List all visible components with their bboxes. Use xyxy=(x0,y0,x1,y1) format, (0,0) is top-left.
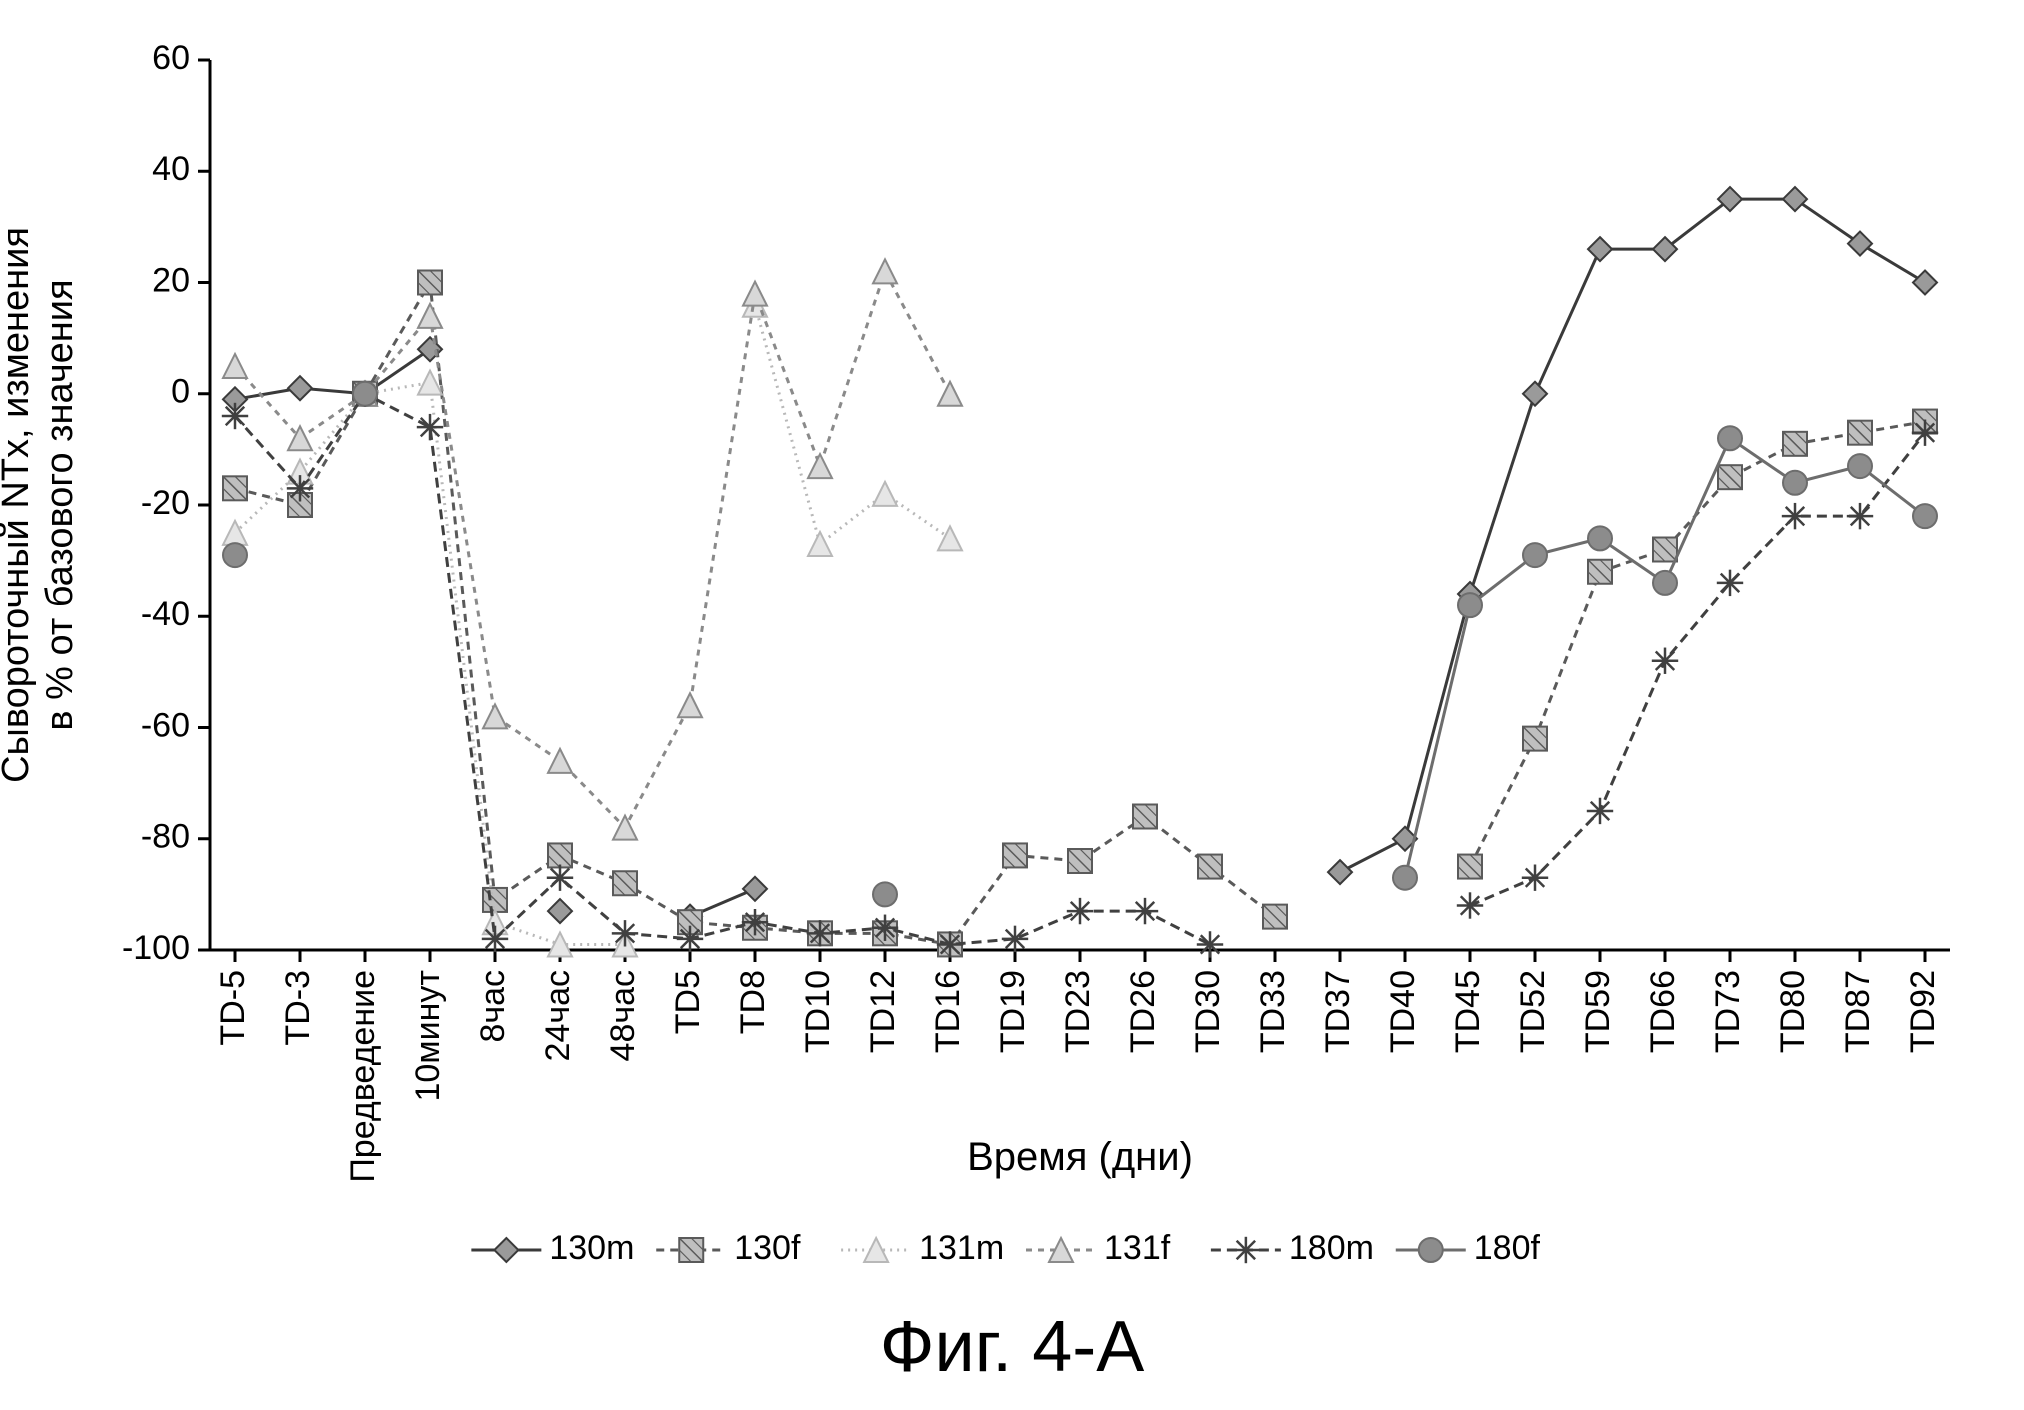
svg-text:TD92: TD92 xyxy=(1904,970,1942,1053)
svg-text:180m: 180m xyxy=(1289,1229,1374,1267)
svg-text:40: 40 xyxy=(152,150,190,188)
svg-text:TD8: TD8 xyxy=(734,970,772,1034)
svg-text:180f: 180f xyxy=(1474,1229,1541,1267)
ntx-line-chart: -100 -80 -60 -40 -20 0 20 40 60 Сывороточный NTx,… xyxy=(0,0,2024,1410)
svg-text:131f: 131f xyxy=(1104,1229,1171,1267)
svg-text:TD12: TD12 xyxy=(864,970,902,1053)
svg-text:TD59: TD59 xyxy=(1579,970,1617,1053)
svg-text:TD52: TD52 xyxy=(1514,970,1552,1053)
svg-text:130m: 130m xyxy=(549,1229,634,1267)
svg-text:TD-3: TD-3 xyxy=(279,970,317,1046)
svg-text:0: 0 xyxy=(171,373,190,411)
svg-text:TD30: TD30 xyxy=(1189,970,1227,1053)
svg-text:-80: -80 xyxy=(141,818,190,856)
svg-text:Сывороточный NTx, изменения: Сывороточный NTx, изменения xyxy=(0,227,37,783)
figure-caption: Фиг. 4-A xyxy=(0,1306,2024,1388)
svg-text:TD26: TD26 xyxy=(1124,970,1162,1053)
svg-text:TD19: TD19 xyxy=(994,970,1032,1053)
svg-text:10минут: 10минут xyxy=(409,970,447,1102)
svg-text:TD66: TD66 xyxy=(1644,970,1682,1053)
svg-text:TD40: TD40 xyxy=(1384,970,1422,1053)
svg-text:60: 60 xyxy=(152,39,190,77)
svg-text:TD33: TD33 xyxy=(1254,970,1292,1053)
svg-text:TD5: TD5 xyxy=(669,970,707,1034)
svg-text:20: 20 xyxy=(152,261,190,299)
svg-text:8час: 8час xyxy=(474,970,512,1043)
svg-text:в % от базового значения: в % от базового значения xyxy=(39,279,81,730)
svg-text:Время (дни): Время (дни) xyxy=(967,1135,1193,1179)
svg-text:TD45: TD45 xyxy=(1449,970,1487,1053)
svg-text:-20: -20 xyxy=(141,484,190,522)
svg-text:-40: -40 xyxy=(141,595,190,633)
svg-text:TD37: TD37 xyxy=(1319,970,1357,1053)
svg-text:131m: 131m xyxy=(919,1229,1004,1267)
svg-text:TD73: TD73 xyxy=(1709,970,1747,1053)
svg-text:24час: 24час xyxy=(539,970,577,1061)
svg-text:130f: 130f xyxy=(734,1229,801,1267)
svg-text:TD23: TD23 xyxy=(1059,970,1097,1053)
svg-text:TD10: TD10 xyxy=(799,970,837,1053)
svg-text:TD80: TD80 xyxy=(1774,970,1812,1053)
svg-text:-60: -60 xyxy=(141,706,190,744)
svg-text:TD16: TD16 xyxy=(929,970,967,1053)
svg-text:Предведение: Предведение xyxy=(344,970,382,1183)
svg-text:48час: 48час xyxy=(604,970,642,1061)
svg-text:-100: -100 xyxy=(122,929,190,967)
svg-text:TD87: TD87 xyxy=(1839,970,1877,1053)
svg-text:TD-5: TD-5 xyxy=(214,970,252,1046)
